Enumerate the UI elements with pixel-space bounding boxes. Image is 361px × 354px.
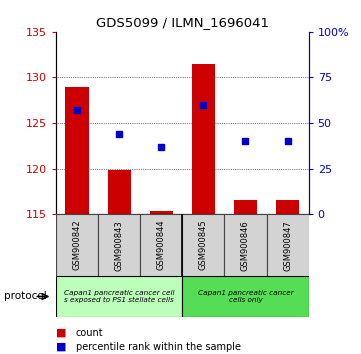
Text: GSM900845: GSM900845 bbox=[199, 220, 208, 270]
Text: Capan1 pancreatic cancer
cells only: Capan1 pancreatic cancer cells only bbox=[197, 290, 293, 303]
Text: GSM900847: GSM900847 bbox=[283, 220, 292, 270]
Bar bbox=[140, 214, 182, 276]
Bar bbox=[276, 200, 299, 214]
Text: percentile rank within the sample: percentile rank within the sample bbox=[76, 342, 241, 352]
Bar bbox=[182, 214, 225, 276]
Bar bbox=[266, 214, 309, 276]
Text: ■: ■ bbox=[56, 328, 66, 338]
Text: GSM900844: GSM900844 bbox=[157, 220, 166, 270]
Title: GDS5099 / ILMN_1696041: GDS5099 / ILMN_1696041 bbox=[96, 16, 269, 29]
Text: count: count bbox=[76, 328, 104, 338]
Text: protocol: protocol bbox=[4, 291, 46, 302]
Bar bbox=[108, 170, 131, 214]
Bar bbox=[98, 214, 140, 276]
Bar bbox=[192, 64, 215, 214]
Text: GSM900843: GSM900843 bbox=[115, 220, 123, 270]
Text: GSM900842: GSM900842 bbox=[73, 220, 82, 270]
Bar bbox=[150, 211, 173, 214]
Bar bbox=[234, 200, 257, 214]
Bar bbox=[225, 214, 266, 276]
Bar bbox=[56, 276, 182, 317]
Text: Capan1 pancreatic cancer cell
s exposed to PS1 stellate cells: Capan1 pancreatic cancer cell s exposed … bbox=[64, 290, 174, 303]
Bar bbox=[56, 214, 98, 276]
Text: GSM900846: GSM900846 bbox=[241, 220, 250, 270]
Text: ■: ■ bbox=[56, 342, 66, 352]
Bar bbox=[65, 86, 88, 214]
Bar bbox=[182, 276, 309, 317]
